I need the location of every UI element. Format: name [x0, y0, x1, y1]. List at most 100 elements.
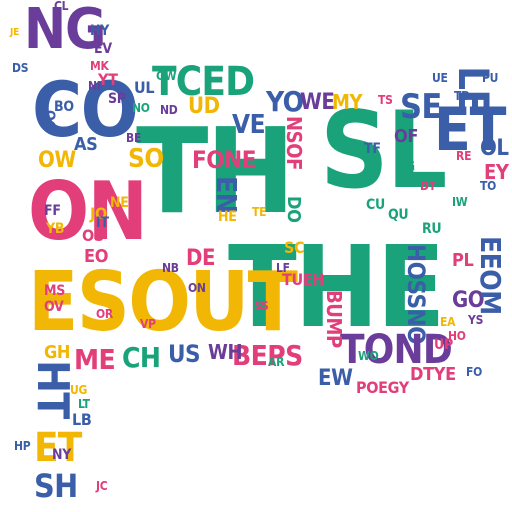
- cloud-word: TOND: [340, 327, 453, 373]
- cloud-word: ET: [434, 95, 507, 165]
- cloud-word: UE: [432, 71, 448, 85]
- cloud-word: RU: [422, 221, 442, 237]
- cloud-word: NY: [52, 447, 72, 463]
- cloud-word: ESOUT: [28, 255, 298, 350]
- cloud-word: OC: [41, 110, 57, 130]
- cloud-word: VE: [232, 110, 266, 140]
- cloud-word: NSOF: [282, 116, 306, 171]
- cloud-word: CL: [54, 0, 69, 13]
- cloud-word: YO: [266, 85, 304, 118]
- cloud-word: CO: [32, 65, 139, 154]
- cloud-word: SH: [34, 467, 78, 505]
- cloud-word: IT: [96, 215, 109, 231]
- cloud-word: HE: [218, 209, 237, 225]
- cloud-word: DS: [12, 61, 29, 75]
- cloud-word: ME: [74, 343, 116, 376]
- cloud-word: FO: [466, 365, 483, 379]
- cloud-word: YT: [98, 70, 118, 89]
- cloud-word: YB: [46, 221, 65, 237]
- cloud-word: EO: [84, 246, 109, 267]
- cloud-word: UL: [134, 78, 155, 97]
- cloud-word: TD: [454, 89, 470, 103]
- cloud-word: PL: [452, 250, 474, 271]
- cloud-word: SE: [400, 87, 442, 127]
- cloud-word: CH: [122, 341, 161, 374]
- cloud-word: PU: [482, 71, 499, 85]
- cloud-word: UD: [188, 94, 220, 119]
- cloud-word: MK: [90, 59, 109, 73]
- cloud-word: AR: [268, 355, 285, 369]
- cloud-word: EW: [318, 366, 353, 391]
- cloud-word: ET: [34, 425, 82, 471]
- cloud-word: JC: [96, 479, 108, 493]
- cloud-word: YS: [468, 313, 484, 327]
- cloud-word: GO: [452, 288, 485, 313]
- cloud-word: SS: [254, 299, 269, 313]
- cloud-word: DT: [420, 179, 436, 193]
- cloud-word: WH: [208, 340, 243, 364]
- cloud-word: POEGY: [356, 378, 409, 397]
- cloud-word: THE: [228, 223, 445, 353]
- cloud-word: SL: [320, 89, 447, 212]
- cloud-word: ND: [160, 103, 178, 117]
- cloud-word: EV: [94, 41, 112, 57]
- cloud-word: OF: [394, 126, 419, 147]
- cloud-word: UG: [70, 383, 88, 397]
- cloud-word: TS: [378, 93, 393, 107]
- cloud-word: TF: [364, 141, 381, 157]
- cloud-word: HT: [27, 360, 78, 419]
- cloud-word: ON: [28, 165, 148, 258]
- cloud-word: SG: [396, 159, 415, 175]
- cloud-word: ON: [188, 281, 206, 295]
- cloud-word: WO: [358, 349, 379, 363]
- cloud-word: JO: [90, 204, 107, 223]
- cloud-word: RE: [456, 149, 472, 163]
- cloud-word: EA: [440, 315, 456, 329]
- cloud-word: LE: [449, 66, 498, 115]
- cloud-word: HY: [90, 23, 110, 39]
- cloud-word: FF: [44, 203, 61, 219]
- cloud-word: DO: [283, 196, 304, 223]
- cloud-word: LT: [78, 397, 90, 411]
- cloud-word: DTYE: [410, 364, 456, 385]
- cloud-word: EEOM: [474, 236, 507, 315]
- cloud-word: TE: [252, 205, 267, 219]
- cloud-word: OV: [44, 299, 64, 315]
- cloud-word: QU: [388, 207, 409, 223]
- cloud-word: CU: [366, 197, 385, 213]
- cloud-word: EN: [210, 176, 243, 214]
- cloud-word: NO: [132, 101, 150, 115]
- cloud-word: OW: [38, 148, 76, 173]
- cloud-word: EY: [484, 160, 509, 184]
- cloud-word: NI: [88, 79, 101, 93]
- cloud-word: LF: [276, 261, 290, 275]
- cloud-word: TCED: [152, 59, 255, 105]
- cloud-word: IW: [452, 195, 468, 209]
- cloud-word: JE: [10, 27, 20, 38]
- cloud-word: HOSSNO: [402, 244, 430, 344]
- cloud-word: TH: [136, 102, 295, 240]
- cloud-word: MS: [44, 283, 66, 299]
- cloud-word: BUMP: [322, 290, 346, 348]
- cloud-word: DE: [186, 246, 216, 271]
- cloud-word: UP: [434, 337, 453, 353]
- cloud-word: SP: [108, 91, 126, 107]
- cloud-word: NG: [24, 0, 106, 62]
- cloud-word: US: [168, 340, 201, 368]
- cloud-word: NE: [110, 195, 129, 211]
- cloud-word: GW: [156, 69, 177, 83]
- cloud-word: AS: [74, 134, 98, 155]
- cloud-word: VP: [140, 317, 156, 331]
- cloud-word: TO: [480, 179, 497, 193]
- cloud-word: TUEH: [282, 270, 325, 289]
- cloud-word: OS: [82, 226, 104, 245]
- cloud-word: LB: [72, 410, 92, 429]
- cloud-word: OR: [96, 307, 114, 321]
- cloud-word: BO: [54, 99, 74, 115]
- cloud-word: SC: [284, 238, 305, 257]
- cloud-word: FONE: [192, 146, 257, 174]
- cloud-word: WE: [300, 90, 335, 115]
- cloud-word: SO: [128, 144, 164, 174]
- cloud-word: NB: [162, 261, 179, 275]
